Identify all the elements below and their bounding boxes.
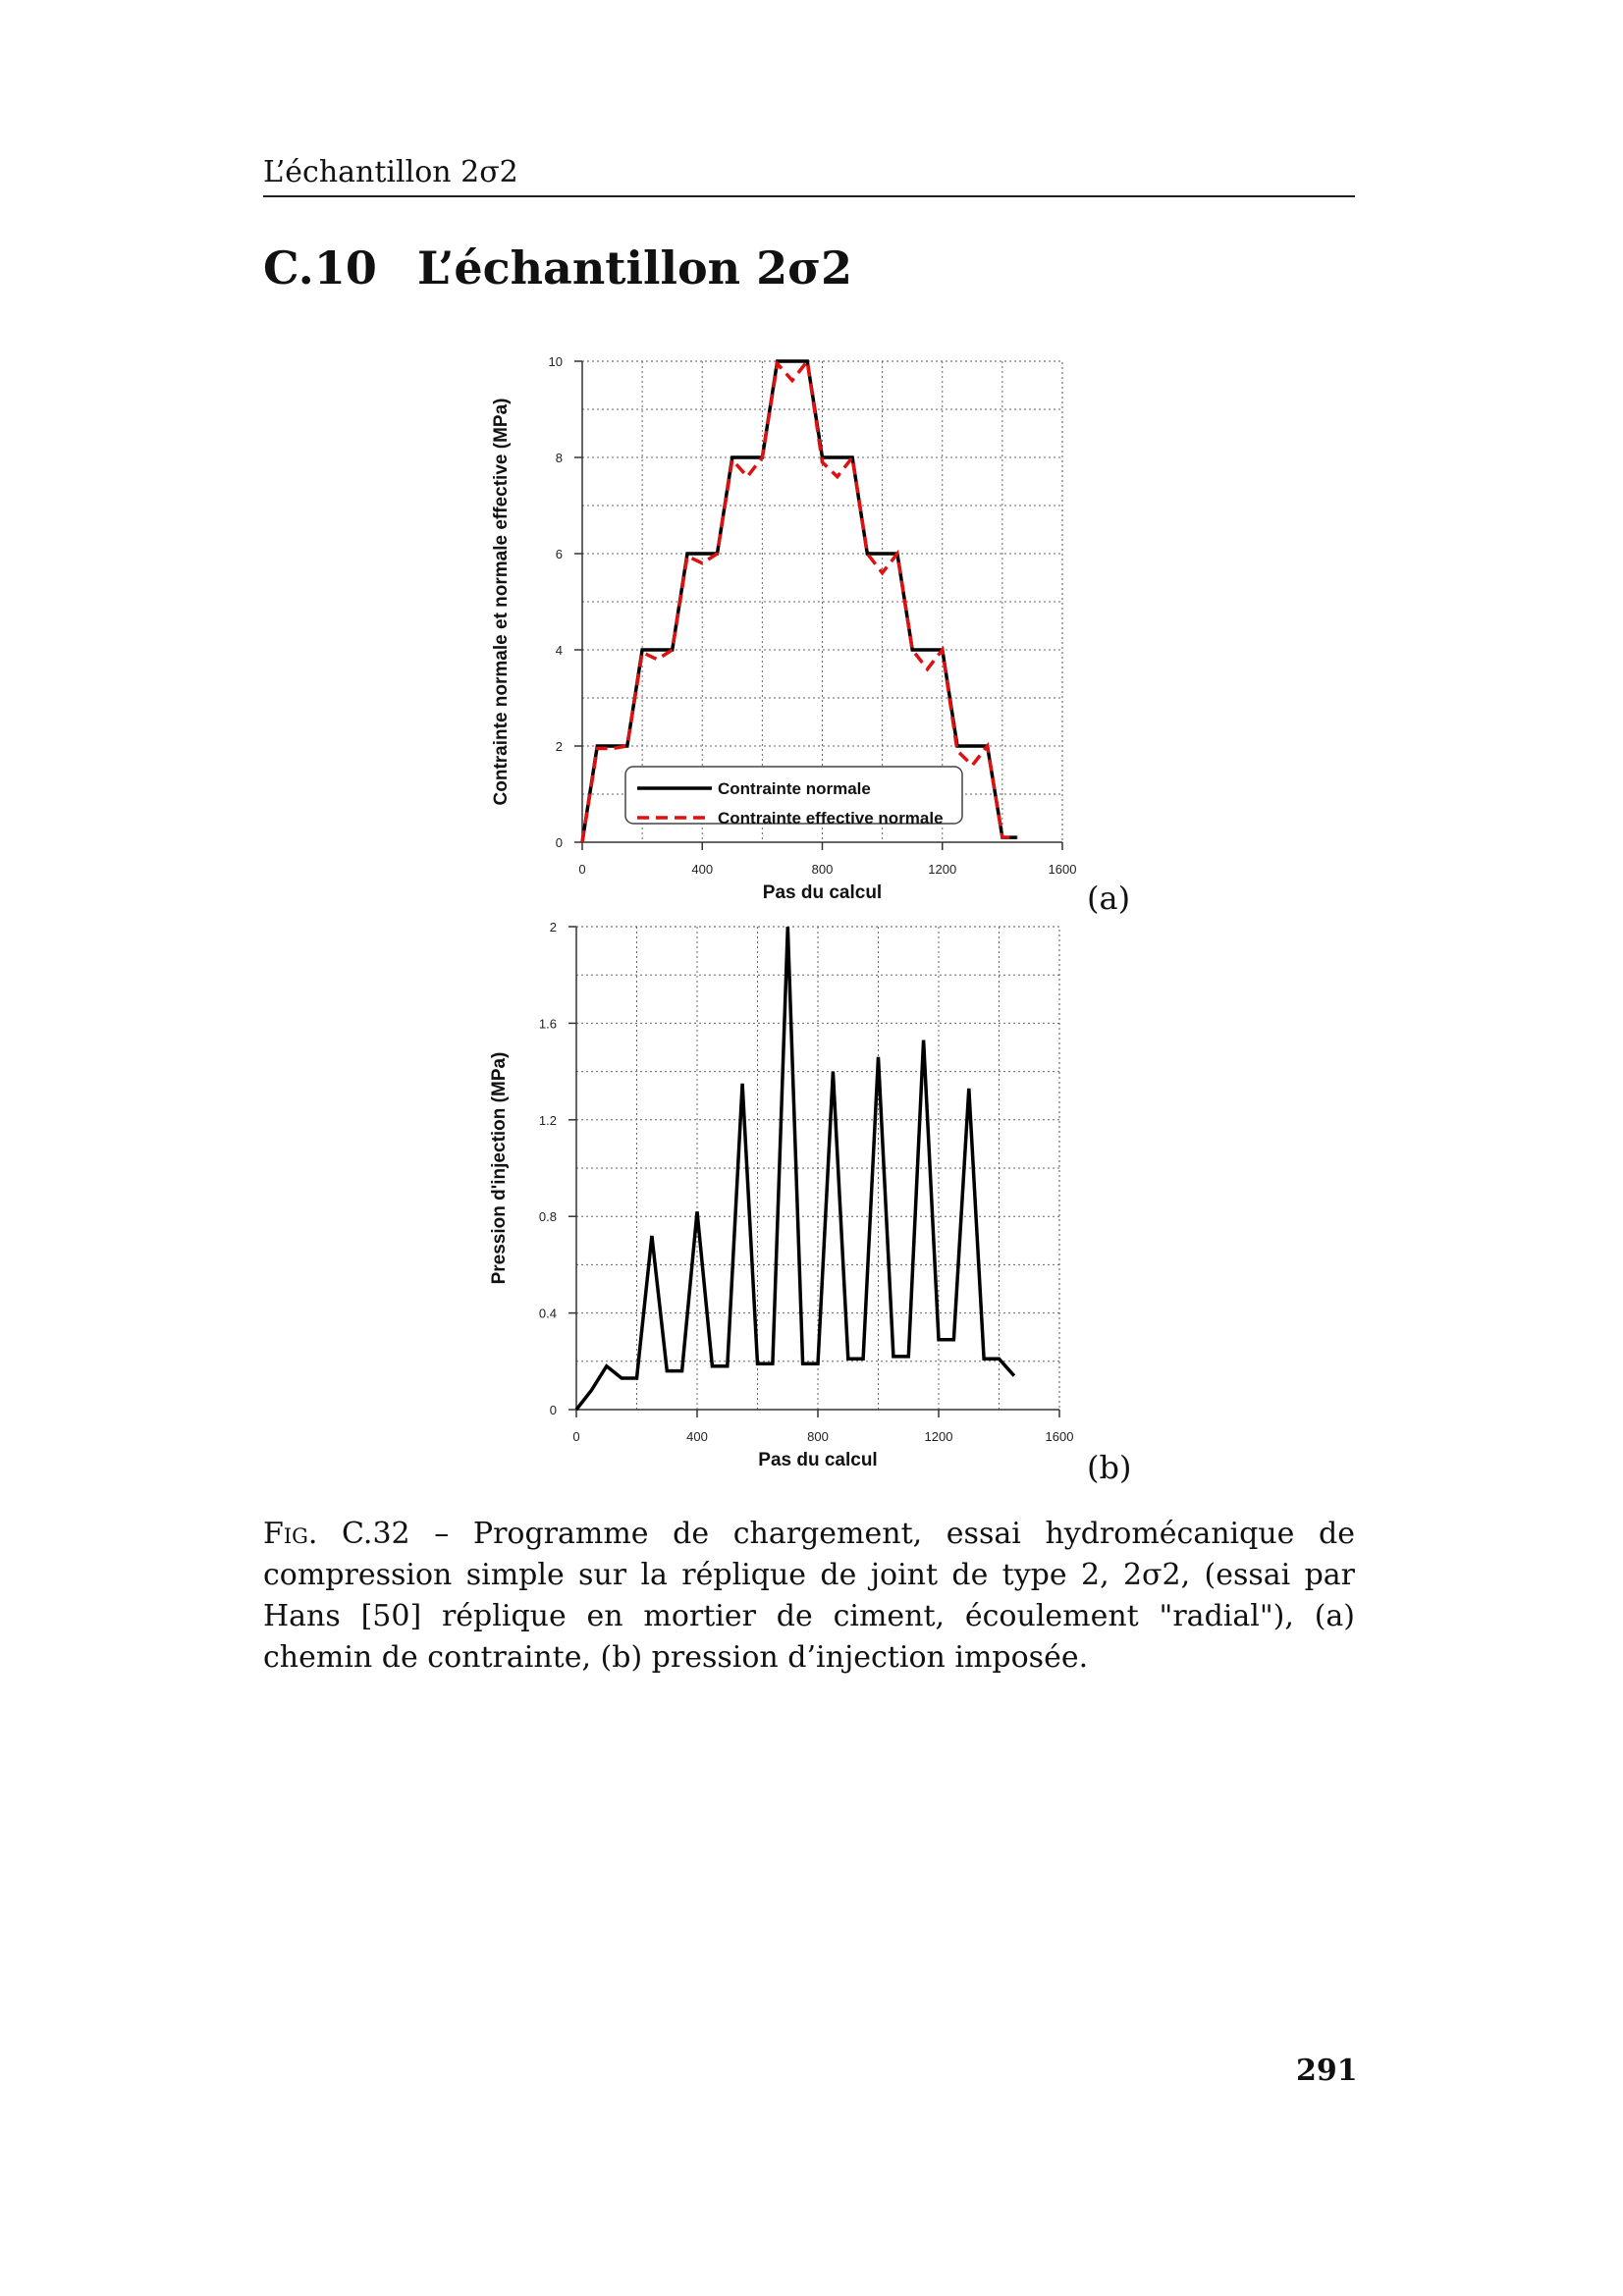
x-tick-label: 400 (691, 862, 713, 877)
x-tick-label: 800 (812, 862, 834, 877)
x-tick-label: 1600 (1049, 862, 1077, 877)
injection-pressure-chart: 0 400 800 1200 1600 0 0.4 0.8 1.2 1.6 2 Pas du calc… (489, 920, 1074, 1470)
x-axis-label: Pas du calcul (758, 1450, 877, 1470)
panel-a-label: (a) (1087, 880, 1131, 917)
figure-caption: Fig. C.32 – Programme de chargement, ess… (263, 1514, 1355, 1679)
header-rule (263, 195, 1355, 197)
y-tick-label: 0 (550, 1403, 557, 1417)
y-tick-label: 0 (556, 835, 563, 850)
figure-caption-label: Fig. C.32 (263, 1517, 410, 1551)
y-tick-label: 6 (556, 547, 563, 561)
x-tick-label: 1200 (928, 862, 956, 877)
x-tick-label: 0 (572, 1429, 579, 1444)
y-axis-label: Contrainte normale et normale effective … (491, 399, 512, 806)
x-tick-label: 1200 (925, 1429, 953, 1444)
y-tick-label: 2 (556, 739, 563, 754)
y-tick-label: 1.6 (539, 1016, 557, 1031)
legend-box (624, 766, 963, 825)
series-line-1 (574, 926, 1016, 1412)
legend-label-1: Contrainte normale (718, 779, 871, 798)
x-tick-label: 1600 (1046, 1429, 1074, 1444)
series-line-1 (580, 359, 1018, 843)
y-tick-label: 0.4 (539, 1307, 557, 1321)
y-tick-label: 2 (550, 920, 557, 934)
panel-b-label: (b) (1087, 1449, 1132, 1486)
x-axis-label: Pas du calcul (763, 882, 882, 903)
y-tick-label: 4 (556, 643, 563, 658)
y-axis-label: Pression d'injection (MPa) (489, 1052, 510, 1285)
y-tick-label: 0.8 (539, 1209, 557, 1224)
y-tick-label: 10 (549, 354, 563, 369)
y-tick-label: 1.2 (539, 1113, 557, 1128)
legend-label-2: Contrainte effective normale (718, 809, 944, 828)
x-tick-label: 400 (686, 1429, 708, 1444)
figure-caption-text: – Programme de chargement, essai hydromé… (263, 1517, 1355, 1675)
running-header: L’échantillon 2σ2 (263, 155, 518, 189)
series-line-2 (580, 356, 1018, 843)
y-tick-label: 8 (556, 451, 563, 465)
page-number: 291 (1296, 2054, 1358, 2088)
section-title: C.10 L’échantillon 2σ2 (263, 241, 852, 294)
x-tick-label: 0 (578, 862, 585, 877)
section-number: C.10 (263, 241, 377, 294)
section-title-text: L’échantillon 2σ2 (417, 241, 853, 294)
x-tick-label: 800 (807, 1429, 829, 1444)
stress-path-chart: 0 400 800 1200 1600 0 2 4 6 8 10 Pas du calcul Contr… (491, 354, 1077, 903)
